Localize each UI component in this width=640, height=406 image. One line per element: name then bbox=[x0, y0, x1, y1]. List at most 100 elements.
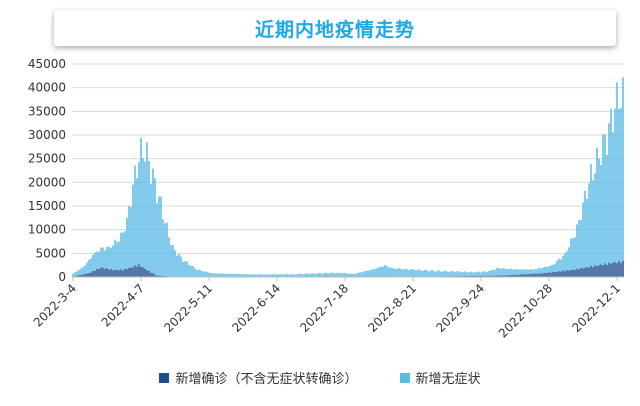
bar-confirmed bbox=[562, 270, 564, 277]
bar-asymptomatic bbox=[198, 269, 200, 277]
legend-item-asymptomatic: 新增无症状 bbox=[399, 368, 481, 387]
bar-asymptomatic bbox=[324, 272, 326, 277]
bar-asymptomatic bbox=[390, 267, 392, 277]
bar-asymptomatic bbox=[508, 269, 510, 276]
bar-asymptomatic bbox=[610, 108, 612, 264]
bar-confirmed bbox=[532, 274, 534, 277]
bar-asymptomatic bbox=[394, 268, 396, 277]
chart-title: 近期内地疫情走势 bbox=[254, 18, 415, 41]
bar-asymptomatic bbox=[484, 271, 486, 276]
bar-asymptomatic bbox=[562, 255, 564, 271]
bar-asymptomatic bbox=[88, 259, 90, 274]
bar-asymptomatic bbox=[242, 274, 244, 277]
bar-asymptomatic bbox=[92, 254, 94, 271]
bar-confirmed bbox=[106, 268, 108, 277]
bar-asymptomatic bbox=[74, 272, 76, 277]
bar-confirmed bbox=[620, 263, 622, 277]
bar-confirmed bbox=[518, 274, 520, 277]
bar-asymptomatic bbox=[558, 258, 560, 272]
bar-confirmed bbox=[124, 268, 126, 277]
bar-confirmed bbox=[482, 275, 484, 277]
bar-asymptomatic bbox=[552, 264, 554, 272]
bar-asymptomatic bbox=[606, 154, 608, 265]
bar-asymptomatic bbox=[274, 274, 276, 277]
y-tick-label: 5000 bbox=[35, 246, 66, 260]
bar-asymptomatic bbox=[190, 265, 192, 277]
bar-confirmed bbox=[510, 275, 512, 277]
bar-confirmed bbox=[118, 270, 120, 277]
bar-asymptomatic bbox=[442, 271, 444, 277]
bar-asymptomatic bbox=[82, 267, 84, 275]
bar-asymptomatic bbox=[522, 269, 524, 275]
bar-confirmed bbox=[530, 273, 532, 277]
bar-confirmed bbox=[88, 273, 90, 277]
bar-asymptomatic bbox=[154, 178, 156, 275]
bar-asymptomatic bbox=[232, 273, 234, 277]
bar-asymptomatic bbox=[258, 274, 260, 277]
bar-confirmed bbox=[80, 275, 82, 277]
bar-asymptomatic bbox=[326, 273, 328, 277]
bar-asymptomatic bbox=[444, 270, 446, 277]
bar-asymptomatic bbox=[84, 265, 86, 275]
bar-asymptomatic bbox=[138, 161, 140, 265]
bar-asymptomatic bbox=[494, 269, 496, 276]
bar-asymptomatic bbox=[414, 270, 416, 277]
bar-confirmed bbox=[92, 270, 94, 277]
bar-asymptomatic bbox=[134, 165, 136, 266]
bar-asymptomatic bbox=[176, 255, 178, 277]
bar-asymptomatic bbox=[124, 231, 126, 269]
bar-asymptomatic bbox=[440, 271, 442, 277]
bar-confirmed bbox=[100, 267, 102, 277]
bar-asymptomatic bbox=[488, 270, 490, 276]
bar-asymptomatic bbox=[392, 267, 394, 277]
bar-asymptomatic bbox=[234, 273, 236, 277]
bar-asymptomatic bbox=[102, 247, 104, 268]
bar-asymptomatic bbox=[334, 273, 336, 277]
bar-confirmed bbox=[536, 273, 538, 277]
bar-asymptomatic bbox=[398, 268, 400, 277]
bar-asymptomatic bbox=[108, 246, 110, 270]
bar-confirmed bbox=[142, 267, 144, 277]
bar-asymptomatic bbox=[568, 247, 570, 271]
bar-asymptomatic bbox=[618, 109, 620, 262]
bar-asymptomatic bbox=[412, 269, 414, 277]
bar-confirmed bbox=[120, 269, 122, 277]
bar-asymptomatic bbox=[150, 183, 152, 273]
bar-asymptomatic bbox=[368, 270, 370, 277]
bar-asymptomatic bbox=[252, 274, 254, 277]
bar-asymptomatic bbox=[460, 272, 462, 277]
bar-confirmed bbox=[114, 269, 116, 277]
bar-asymptomatic bbox=[538, 267, 540, 274]
bar-confirmed bbox=[148, 270, 150, 277]
bar-asymptomatic bbox=[374, 268, 376, 277]
bar-asymptomatic bbox=[206, 271, 208, 277]
bar-confirmed bbox=[566, 270, 568, 277]
y-tick-label: 30000 bbox=[28, 128, 66, 142]
bar-asymptomatic bbox=[310, 273, 312, 277]
bar-asymptomatic bbox=[510, 268, 512, 276]
bar-asymptomatic bbox=[512, 269, 514, 276]
y-tick-label: 40000 bbox=[28, 81, 66, 95]
legend: 新增确诊（不含无症状转确诊） 新增无症状 bbox=[0, 368, 640, 387]
bar-asymptomatic bbox=[250, 274, 252, 277]
bar-asymptomatic bbox=[262, 274, 264, 277]
bar-asymptomatic bbox=[590, 164, 592, 266]
bar-confirmed bbox=[132, 267, 134, 277]
x-tick-label: 2022-5-11 bbox=[161, 281, 215, 335]
legend-swatch-asymptomatic bbox=[399, 372, 410, 383]
bar-asymptomatic bbox=[518, 269, 520, 275]
bar-asymptomatic bbox=[284, 274, 286, 277]
bar-asymptomatic bbox=[418, 269, 420, 277]
bar-asymptomatic bbox=[476, 271, 478, 277]
bar-confirmed bbox=[494, 275, 496, 277]
bar-asymptomatic bbox=[148, 161, 150, 271]
bar-asymptomatic bbox=[432, 270, 434, 277]
bar-asymptomatic bbox=[178, 253, 180, 277]
bar-asymptomatic bbox=[184, 261, 186, 277]
bar-asymptomatic bbox=[122, 232, 124, 271]
bar-confirmed bbox=[528, 274, 530, 277]
bar-asymptomatic bbox=[582, 202, 584, 269]
bar-asymptomatic bbox=[336, 273, 338, 277]
bar-asymptomatic bbox=[400, 268, 402, 277]
bar-asymptomatic bbox=[300, 273, 302, 277]
